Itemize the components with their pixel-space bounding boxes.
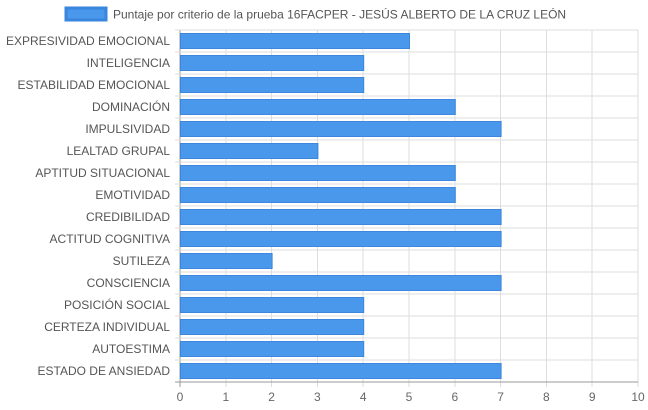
bar [180,341,365,357]
bar [180,55,365,71]
category-label: IMPULSIVIDAD [85,122,170,136]
bar [180,275,502,291]
category-label: INTELIGENCIA [87,56,170,70]
bar [180,165,456,181]
x-tick-label: 5 [406,390,413,404]
x-tick-label: 4 [360,390,367,404]
category-label: EMOTIVIDAD [95,188,170,202]
bar [180,231,502,247]
category-labels: EXPRESIVIDAD EMOCIONAL INTELIGENCIA ESTABI… [6,34,170,378]
category-label: LEALTAD GRUPAL [67,144,171,158]
category-label: ACTITUD COGNITIVA [50,232,170,246]
x-tick-labels: 0 1 2 3 4 5 6 7 8 9 10 [177,390,645,404]
bar [180,319,365,335]
category-label: ESTABILIDAD EMOCIONAL [18,78,171,92]
bar [180,253,273,269]
bar [180,209,502,225]
chart-legend[interactable]: Puntaje por criterio de la prueba 16FACP… [64,6,566,22]
x-tick-label: 1 [222,390,229,404]
x-tick-label: 6 [451,390,458,404]
category-label: POSICIÓN SOCIAL [64,297,170,312]
category-label: AUTOESTIMA [92,342,170,356]
x-tick-label: 8 [543,390,550,404]
x-tick-label: 2 [268,390,275,404]
category-label: CREDIBILIDAD [86,210,170,224]
bars [180,33,502,379]
category-label: EXPRESIVIDAD EMOCIONAL [6,34,170,48]
category-label: CONSCIENCIA [87,276,170,290]
bar [180,99,456,115]
x-tick-label: 3 [314,390,321,404]
bar [180,143,319,159]
gridlines [175,29,639,387]
legend-label: Puntaje por criterio de la prueba 16FACP… [113,7,566,22]
legend-swatch [64,6,108,22]
x-tick-label: 7 [497,390,504,404]
x-tick-label: 0 [177,390,184,404]
bar [180,77,365,93]
bar [180,297,365,313]
category-label: ESTADO DE ANSIEDAD [38,364,171,378]
category-label: APTITUD SITUACIONAL [35,166,170,180]
bar [180,121,502,137]
x-tick-label: 10 [631,390,645,404]
bar [180,33,410,49]
bar [180,187,456,203]
category-label: CERTEZA INDIVIDUAL [44,320,170,334]
x-tick-label: 9 [589,390,596,404]
category-label: SUTILEZA [113,254,170,268]
bar [180,363,502,379]
category-label: DOMINACIÓN [92,99,170,114]
